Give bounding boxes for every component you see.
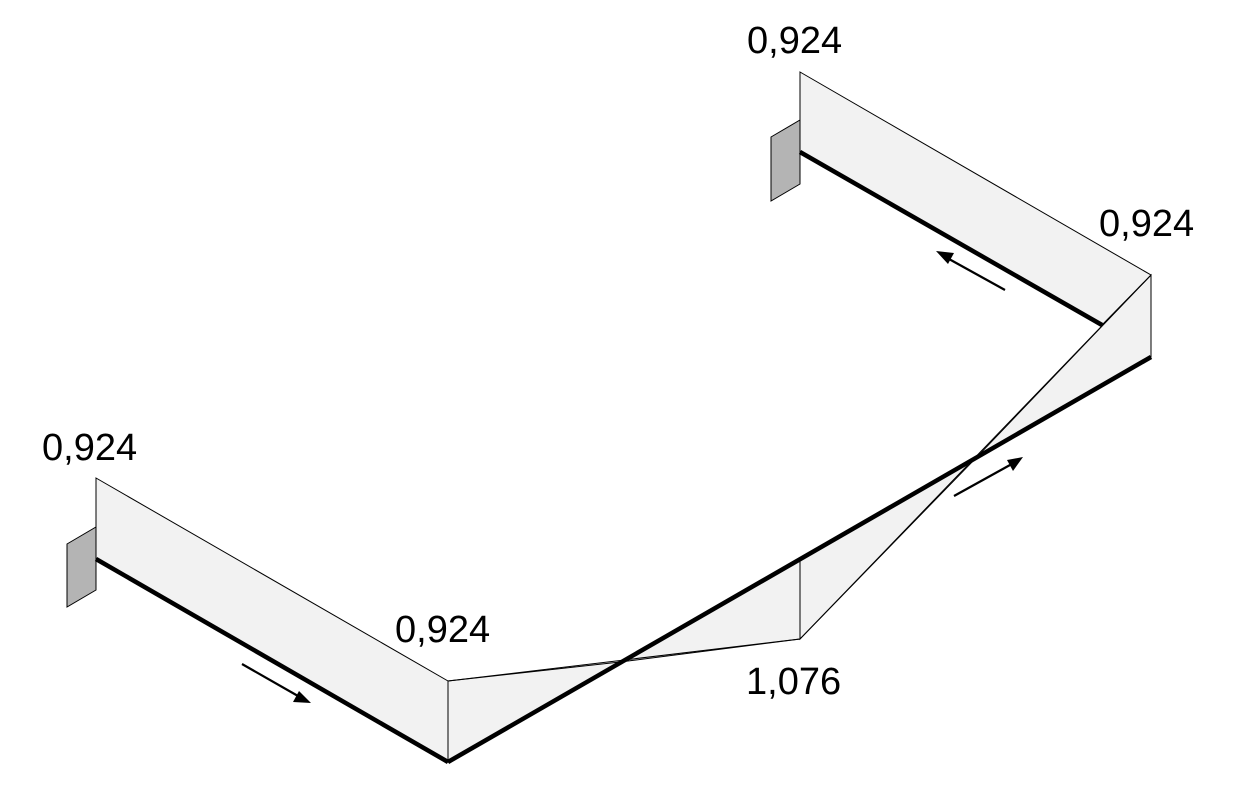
top-direction-arrow (936, 251, 1006, 291)
value-label-top-right: 0,924 (1099, 203, 1194, 245)
top-beam (798, 150, 1104, 327)
middle-beam (446, 355, 1153, 764)
left-direction-arrow (241, 663, 311, 703)
right-support-block (770, 119, 801, 202)
top-segment-diagram (799, 71, 1152, 326)
value-label-left-start: 0,924 (42, 427, 137, 469)
value-label-bottom-mid: 1,076 (746, 661, 841, 703)
left-beam (94, 557, 450, 764)
middle-direction-arrow (953, 457, 1023, 497)
value-label-top-left: 0,924 (747, 20, 842, 62)
value-label-left-corner: 0,924 (395, 609, 490, 651)
left-support-block (66, 526, 97, 608)
